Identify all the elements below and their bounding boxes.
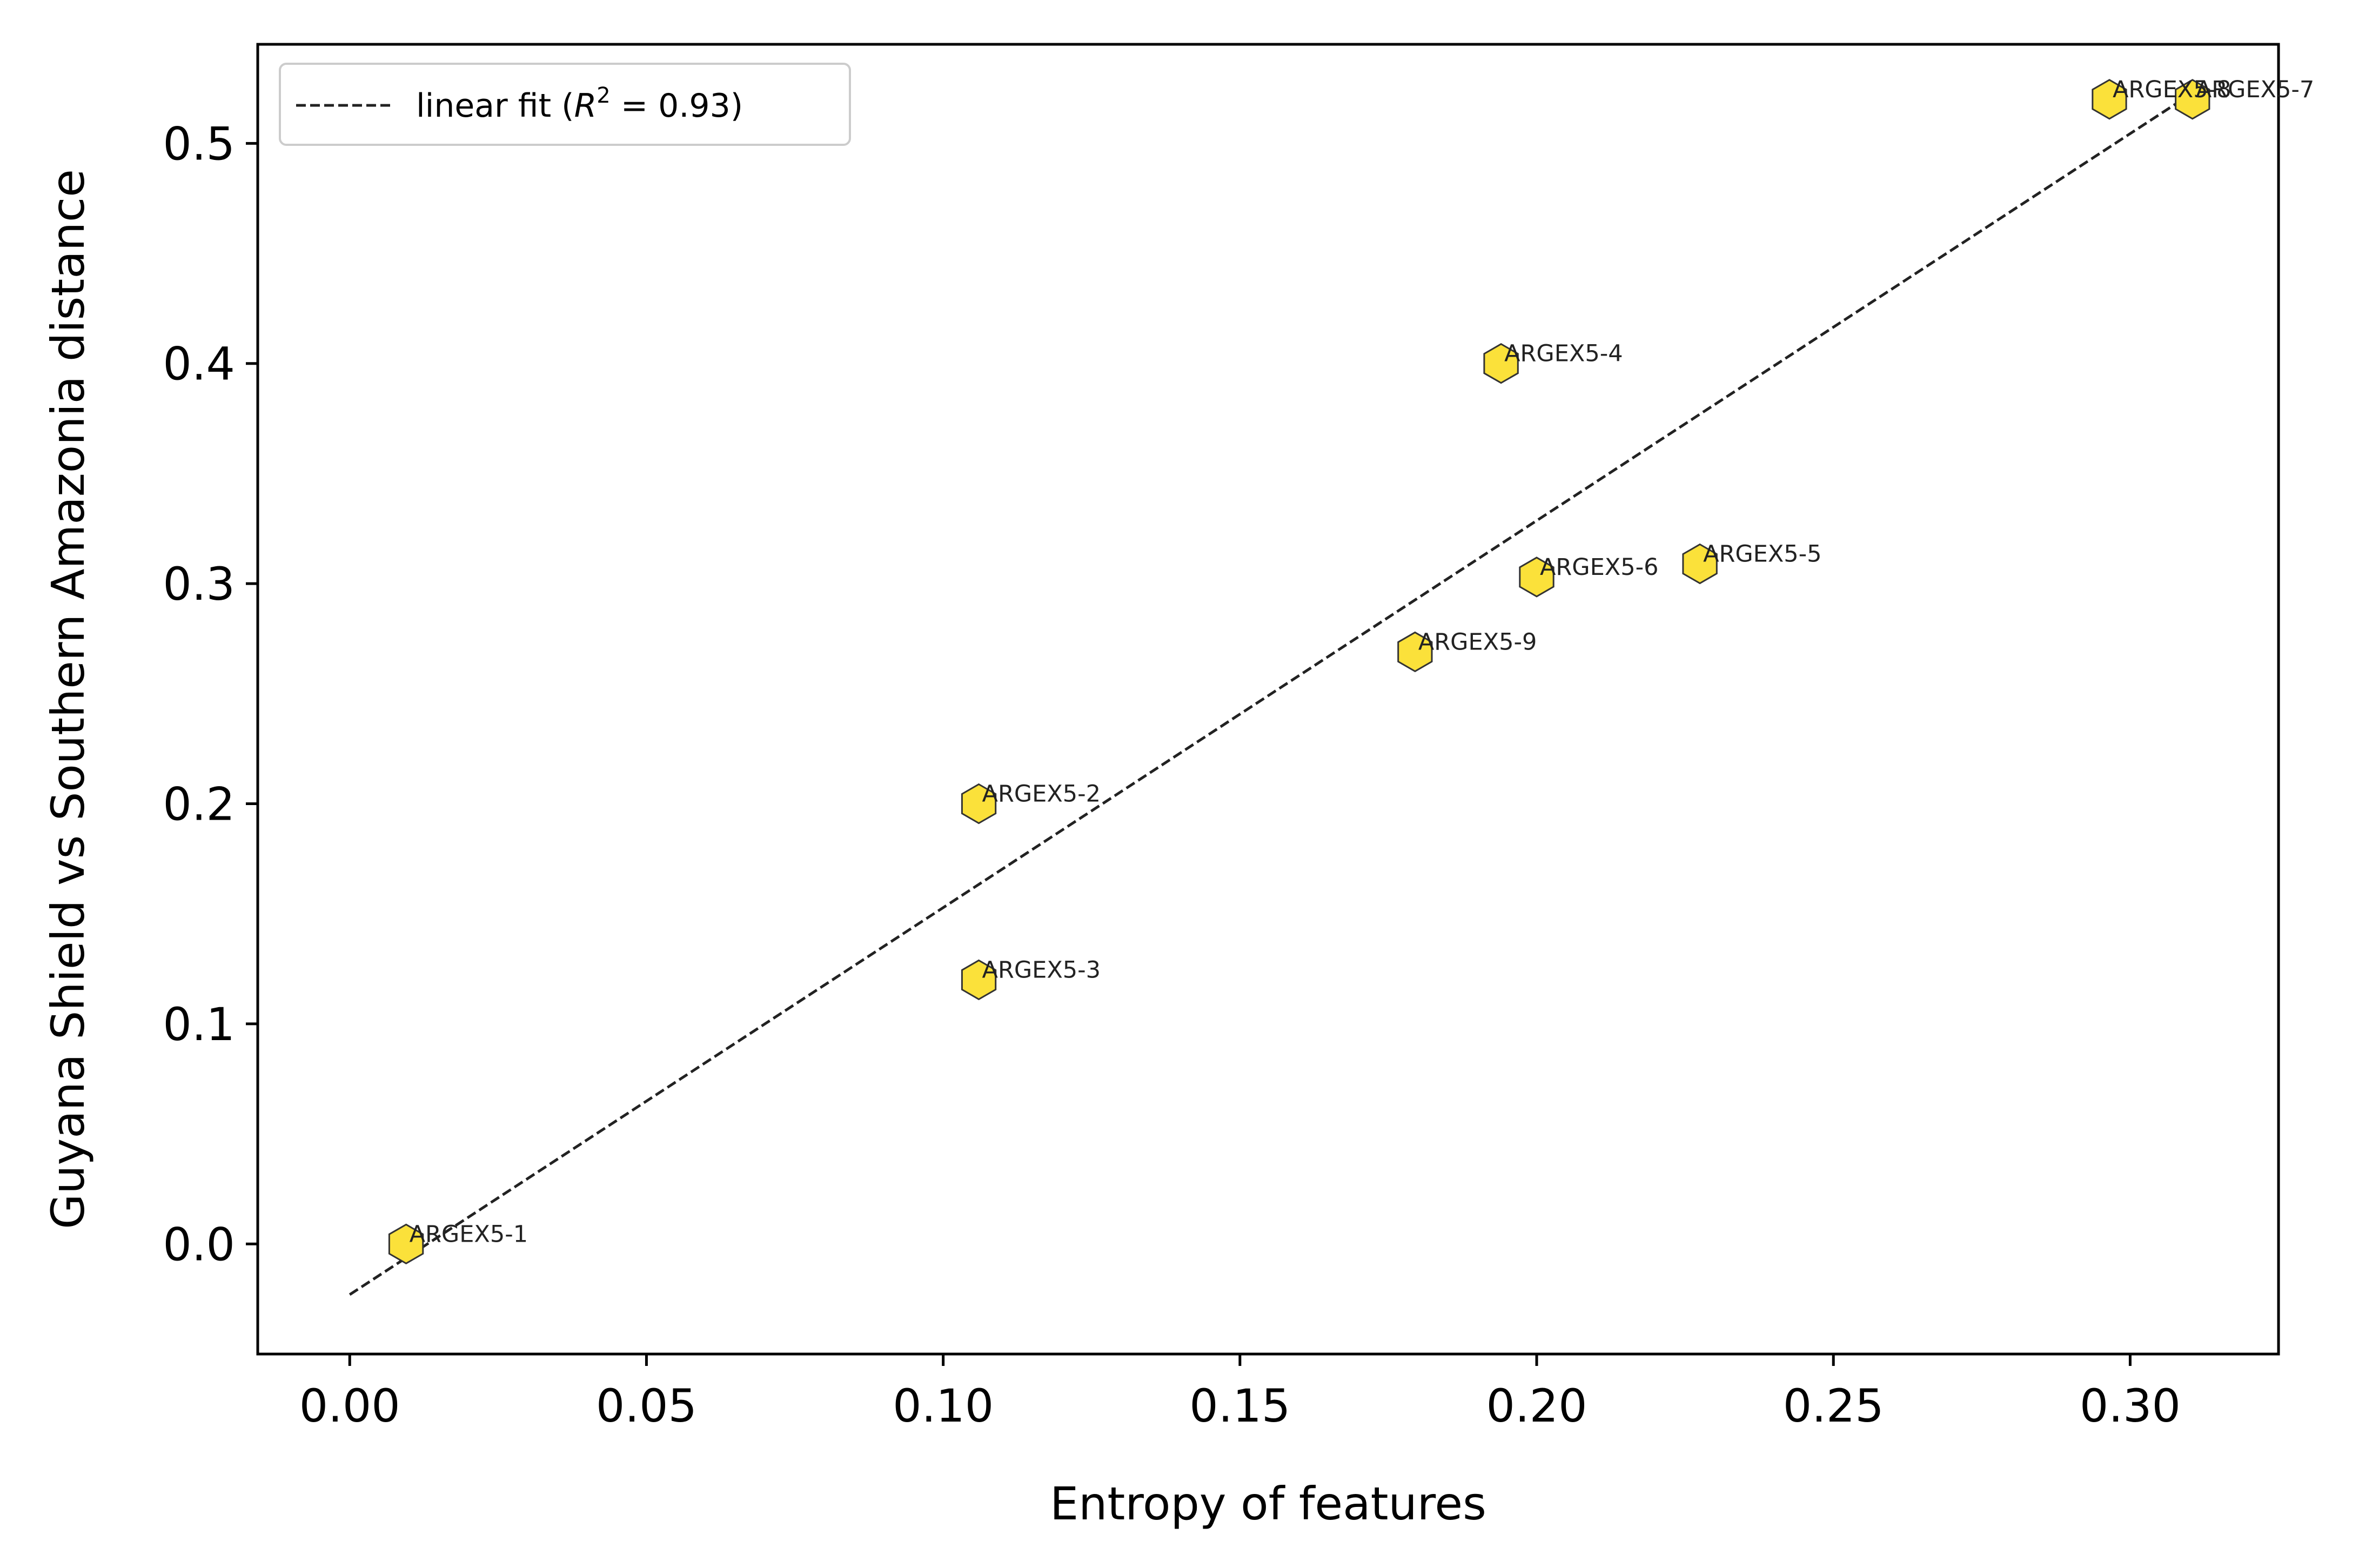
y-tick-label: 0.5 <box>163 117 235 170</box>
data-point <box>1483 343 1519 384</box>
fit-line-layer <box>349 93 2190 1296</box>
legend-label-r: R <box>574 87 597 125</box>
data-point <box>1682 543 1718 585</box>
y-tick-label: 0.2 <box>163 778 235 831</box>
legend-label-prefix: linear fit ( <box>416 87 574 125</box>
x-tick-label: 0.15 <box>1189 1379 1290 1432</box>
x-tick-label: 0.10 <box>893 1379 994 1432</box>
point-label: ARGEX5-5 <box>1703 540 1821 567</box>
data-point <box>961 959 997 1001</box>
data-point <box>388 1223 424 1265</box>
y-axis: 0.0 0.1 0.2 0.3 0.4 0.5 <box>163 117 258 1271</box>
data-point <box>1397 631 1433 673</box>
data-point <box>961 783 997 825</box>
legend-label-sup: 2 <box>597 83 610 108</box>
legend-box <box>279 63 851 146</box>
data-point <box>2175 79 2210 120</box>
point-label: ARGEX5-9 <box>1418 628 1537 655</box>
data-point <box>1519 557 1554 598</box>
point-label: ARGEX5-6 <box>1540 554 1658 581</box>
y-tick-label: 0.4 <box>163 338 235 391</box>
data-point <box>2092 79 2127 120</box>
y-axis-title: Guyana Shield vs Southern Amazonia dista… <box>42 169 95 1229</box>
y-tick-label: 0.3 <box>163 558 235 611</box>
point-label: ARGEX5-3 <box>982 956 1101 983</box>
point-label: ARGEX5-1 <box>410 1221 528 1248</box>
point-label: ARGEX5-4 <box>1504 340 1623 367</box>
point-label: ARGEX5-2 <box>982 781 1101 808</box>
x-tick-label: 0.05 <box>596 1379 697 1432</box>
x-tick-label: 0.00 <box>299 1379 400 1432</box>
x-axis-title: Entropy of features <box>1050 1477 1486 1530</box>
legend-fit-label: linear fit (R2 = 0.93) <box>416 83 743 125</box>
x-tick-label: 0.30 <box>2080 1379 2181 1432</box>
point-label: ARGEX5-7 <box>2196 76 2314 103</box>
legend: linear fit (R2 = 0.93) <box>279 63 851 146</box>
x-axis: 0.00 0.05 0.10 0.15 0.20 0.25 0.30 <box>299 1354 2181 1432</box>
plot-area-frame <box>256 43 2280 1356</box>
legend-label-suffix: = 0.93) <box>611 87 743 125</box>
points-layer: ARGEX5-1 ARGEX5-2 ARGEX5-3 ARGEX5-4 ARGEX5-5… <box>388 76 2314 1265</box>
y-tick-label: 0.0 <box>163 1218 235 1271</box>
point-label: ARGEX5-8 <box>2113 76 2231 103</box>
fit-line <box>349 93 2190 1296</box>
x-tick-label: 0.25 <box>1783 1379 1884 1432</box>
x-tick-label: 0.20 <box>1486 1379 1587 1432</box>
y-tick-label: 0.1 <box>163 998 235 1051</box>
